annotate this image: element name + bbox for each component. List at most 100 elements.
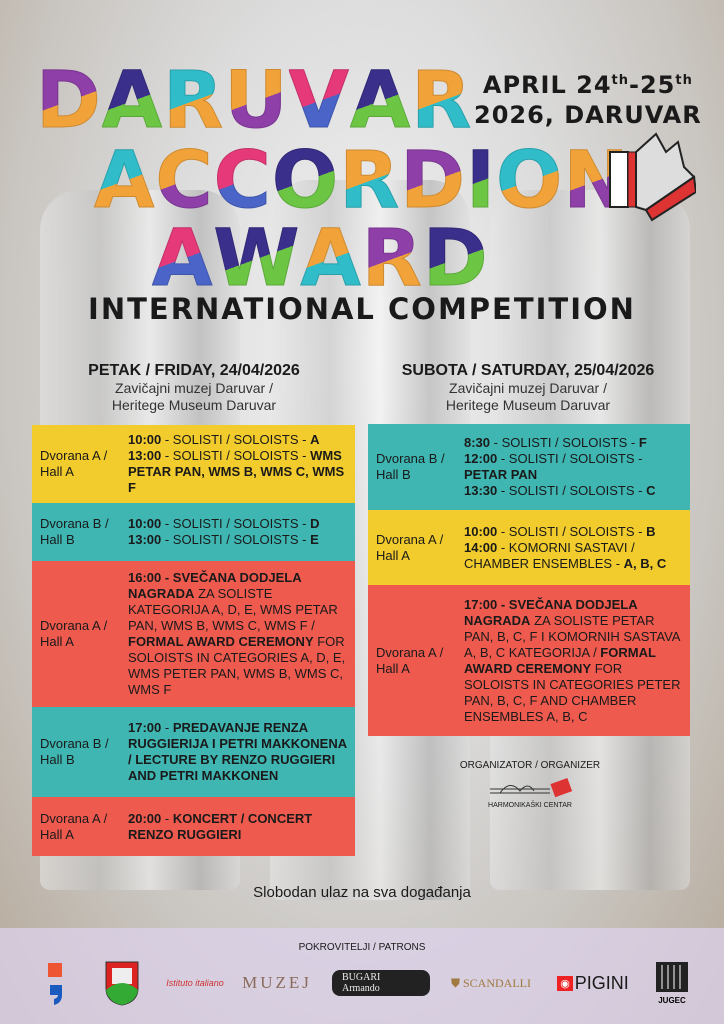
svg-text:JUGEC: JUGEC: [658, 996, 686, 1005]
schedule-slot: Dvorana B / Hall B 8:30 - SOLISTI / SOLOI…: [368, 424, 690, 510]
event-text: A: [310, 432, 320, 447]
event-text: - SOLISTI / SOLOISTS -: [161, 532, 311, 547]
title-letter: R: [411, 56, 473, 146]
hall-label: Dvorana A / Hall A: [376, 644, 444, 676]
venue: Zavičajni muzej Daruvar /: [449, 380, 607, 396]
event-text: 12:00: [464, 451, 498, 466]
title-letter: A: [93, 136, 156, 226]
event-list: 16:00 - SVEČANA DODJELA NAGRADA ZA SOLIS…: [128, 570, 347, 698]
organizer-label: ORGANIZATOR / ORGANIZER: [459, 760, 601, 771]
event-item: 13:00 - SOLISTI / SOLOISTS - E: [128, 532, 319, 548]
event-text: A, B, C: [623, 555, 667, 571]
event-item: 13:30 - SOLISTI / SOLOISTS - C: [464, 483, 682, 499]
event-text: FORMAL AWARD CEREMONY: [128, 634, 314, 649]
title-letter: C: [213, 136, 272, 226]
hall-label: Dvorana A / Hall A: [376, 531, 444, 563]
saturday-schedule: Dvorana B / Hall B 8:30 - SOLISTI / SOLOI…: [368, 424, 690, 736]
pigini-logo: ◉ PIGINI: [552, 961, 634, 1005]
event-item: 10:00 - SOLISTI / SOLOISTS - D: [128, 516, 319, 532]
event-text: PETAR PAN: [464, 467, 538, 482]
title-letter: A: [151, 214, 214, 304]
scandalli-logo: ⛊ SCANDALLI: [451, 975, 531, 990]
event-text: 10:00: [464, 523, 498, 539]
event-text: ZA SOLISTE KATEGORIJA A, D, E, WMS PETAR…: [128, 586, 338, 633]
title-letter: C: [155, 136, 214, 226]
subtitle: INTERNATIONAL COMPETITION: [88, 292, 636, 326]
title-letter: U: [224, 56, 289, 146]
title-letter: D: [36, 56, 102, 146]
event-text: D: [310, 516, 320, 531]
event-text: FOR SOLOISTS IN CATEGORIES PETER PAN, B,…: [464, 660, 681, 724]
organizer-name: HARMONIKAŠKI CENTAR: [488, 802, 572, 809]
event-item: 17:00 - SVEČANA DODJELA NAGRADA ZA SOLIS…: [464, 597, 682, 725]
event-text: - SOLISTI / SOLOISTS -: [497, 451, 643, 466]
event-text: WMS PETAR PAN, WMS B, WMS C, WMS F: [128, 448, 345, 495]
title-letter: V: [288, 56, 350, 146]
friday-header: PETAK / FRIDAY, 24/04/2026 Zavičajni muz…: [24, 362, 364, 414]
event-date: APRIL 24th-25th 2026, DARUVAR: [474, 71, 702, 129]
event-text: 17:00: [128, 720, 162, 735]
title-line-2: ACCORDION: [93, 136, 630, 226]
bugari-logo: BUGARI Armando: [332, 961, 430, 1005]
free-entry-note: Slobodan ulaz na sva događanja: [253, 884, 471, 901]
daruvar-coat-of-arms: [102, 961, 142, 1006]
event-item: 10:00 - SOLISTI / SOLOISTS - B: [464, 524, 682, 540]
schedule-slot: Dvorana B / Hall B 10:00 - SOLISTI / SOLO…: [32, 503, 355, 561]
event-text: - SOLISTI / SOLOISTS -: [161, 516, 311, 531]
venue: Zavičajni muzej Daruvar /: [115, 380, 273, 396]
event-text: 13:00: [128, 532, 162, 547]
title-letter: I: [465, 136, 497, 226]
jugec-logo: JUGEC: [652, 961, 692, 1005]
hall-label: Dvorana B / Hall B: [40, 516, 109, 547]
schedule-slot: Dvorana A / Hall A 16:00 - SVEČANA DODJEL…: [32, 561, 355, 707]
title-letter: O: [496, 136, 564, 226]
schedule-slot: Dvorana A / Hall A 20:00 - KONCERT / CONC…: [32, 797, 355, 856]
event-item: 10:00 - SOLISTI / SOLOISTS - A: [128, 432, 347, 448]
event-text: 14:00: [464, 539, 498, 555]
event-text: 13:30: [464, 483, 498, 498]
event-text: 17:00 - SVEČANA DODJELA NAGRADA: [464, 596, 638, 628]
event-text: 20:00: [128, 810, 162, 826]
event-text: - SOLISTI / SOLOISTS -: [161, 432, 311, 447]
muzej-logo: MUZEJ: [242, 973, 312, 992]
title-letter: W: [213, 214, 301, 304]
event-text: KONCERT / CONCERT RENZO RUGGIERI: [128, 810, 313, 842]
event-item: 12:00 - SOLISTI / SOLOISTS - PETAR PAN: [464, 451, 682, 483]
hall-label: Dvorana B / Hall B: [376, 451, 445, 482]
title-letter: A: [349, 56, 412, 146]
event-text: - SOLISTI / SOLOISTS -: [497, 483, 647, 498]
organizer: ORGANIZATOR / ORGANIZER HARMONIKAŠKI CEN…: [455, 760, 605, 809]
event-list: 10:00 - SOLISTI / SOLOISTS - B 14:00 - KO…: [464, 524, 682, 572]
event-text: - SOLISTI / SOLOISTS -: [161, 448, 311, 463]
event-text: 8:30: [464, 435, 491, 450]
event-text: - SOLISTI / SOLOISTS -: [490, 435, 639, 450]
harmonikaski-centar-logo: [490, 777, 573, 798]
day-title: SUBOTA / SATURDAY, 25/04/2026: [401, 362, 655, 379]
event-text: B: [646, 523, 656, 539]
event-text: E: [310, 532, 319, 547]
event-text: -: [161, 720, 173, 735]
schedule-slot: Dvorana A / Hall A 10:00 - SOLISTI / SOLO…: [32, 425, 355, 503]
event-list: 10:00 - SOLISTI / SOLOISTS - D 13:00 - SO…: [128, 516, 319, 548]
event-list: 17:00 - SVEČANA DODJELA NAGRADA ZA SOLIS…: [464, 597, 682, 725]
day-title: PETAK / FRIDAY, 24/04/2026: [88, 362, 300, 379]
event-item: 13:00 - SOLISTI / SOLOISTS - WMS PETAR P…: [128, 448, 347, 496]
event-text: 10:00: [128, 432, 162, 447]
event-text: C: [646, 483, 656, 498]
title-letter: D: [400, 136, 466, 226]
event-item: 8:30 - SOLISTI / SOLOISTS - F: [464, 435, 682, 451]
event-text: - SOLISTI / SOLOISTS -: [497, 523, 647, 539]
title-line-3: AWARD: [151, 214, 489, 304]
event-list: 17:00 - PREDAVANJE RENZA RUGGIERIJA I PE…: [128, 720, 347, 784]
friday-schedule: Dvorana A / Hall A 10:00 - SOLISTI / SOLO…: [32, 425, 355, 856]
hall-label: Dvorana B / Hall B: [40, 736, 109, 767]
event-text: ZA SOLISTE PETAR PAN, B, C, F I KOMORNIH…: [464, 612, 680, 660]
saturday-header: SUBOTA / SATURDAY, 25/04/2026 Zavičajni …: [358, 362, 698, 414]
title-line-1: DARUVAR: [36, 56, 473, 146]
event-text: - KOMORNI SASTAVI / CHAMBER ENSEMBLES -: [464, 539, 635, 571]
venue: Heritege Museum Daruvar: [445, 397, 611, 413]
hall-label: Dvorana A / Hall A: [40, 618, 108, 649]
event-text: F: [638, 435, 647, 450]
istituto-italiano-logo: Istituto italiano: [166, 978, 224, 988]
event-item: 17:00 - PREDAVANJE RENZA RUGGIERIJA I PE…: [128, 720, 347, 784]
